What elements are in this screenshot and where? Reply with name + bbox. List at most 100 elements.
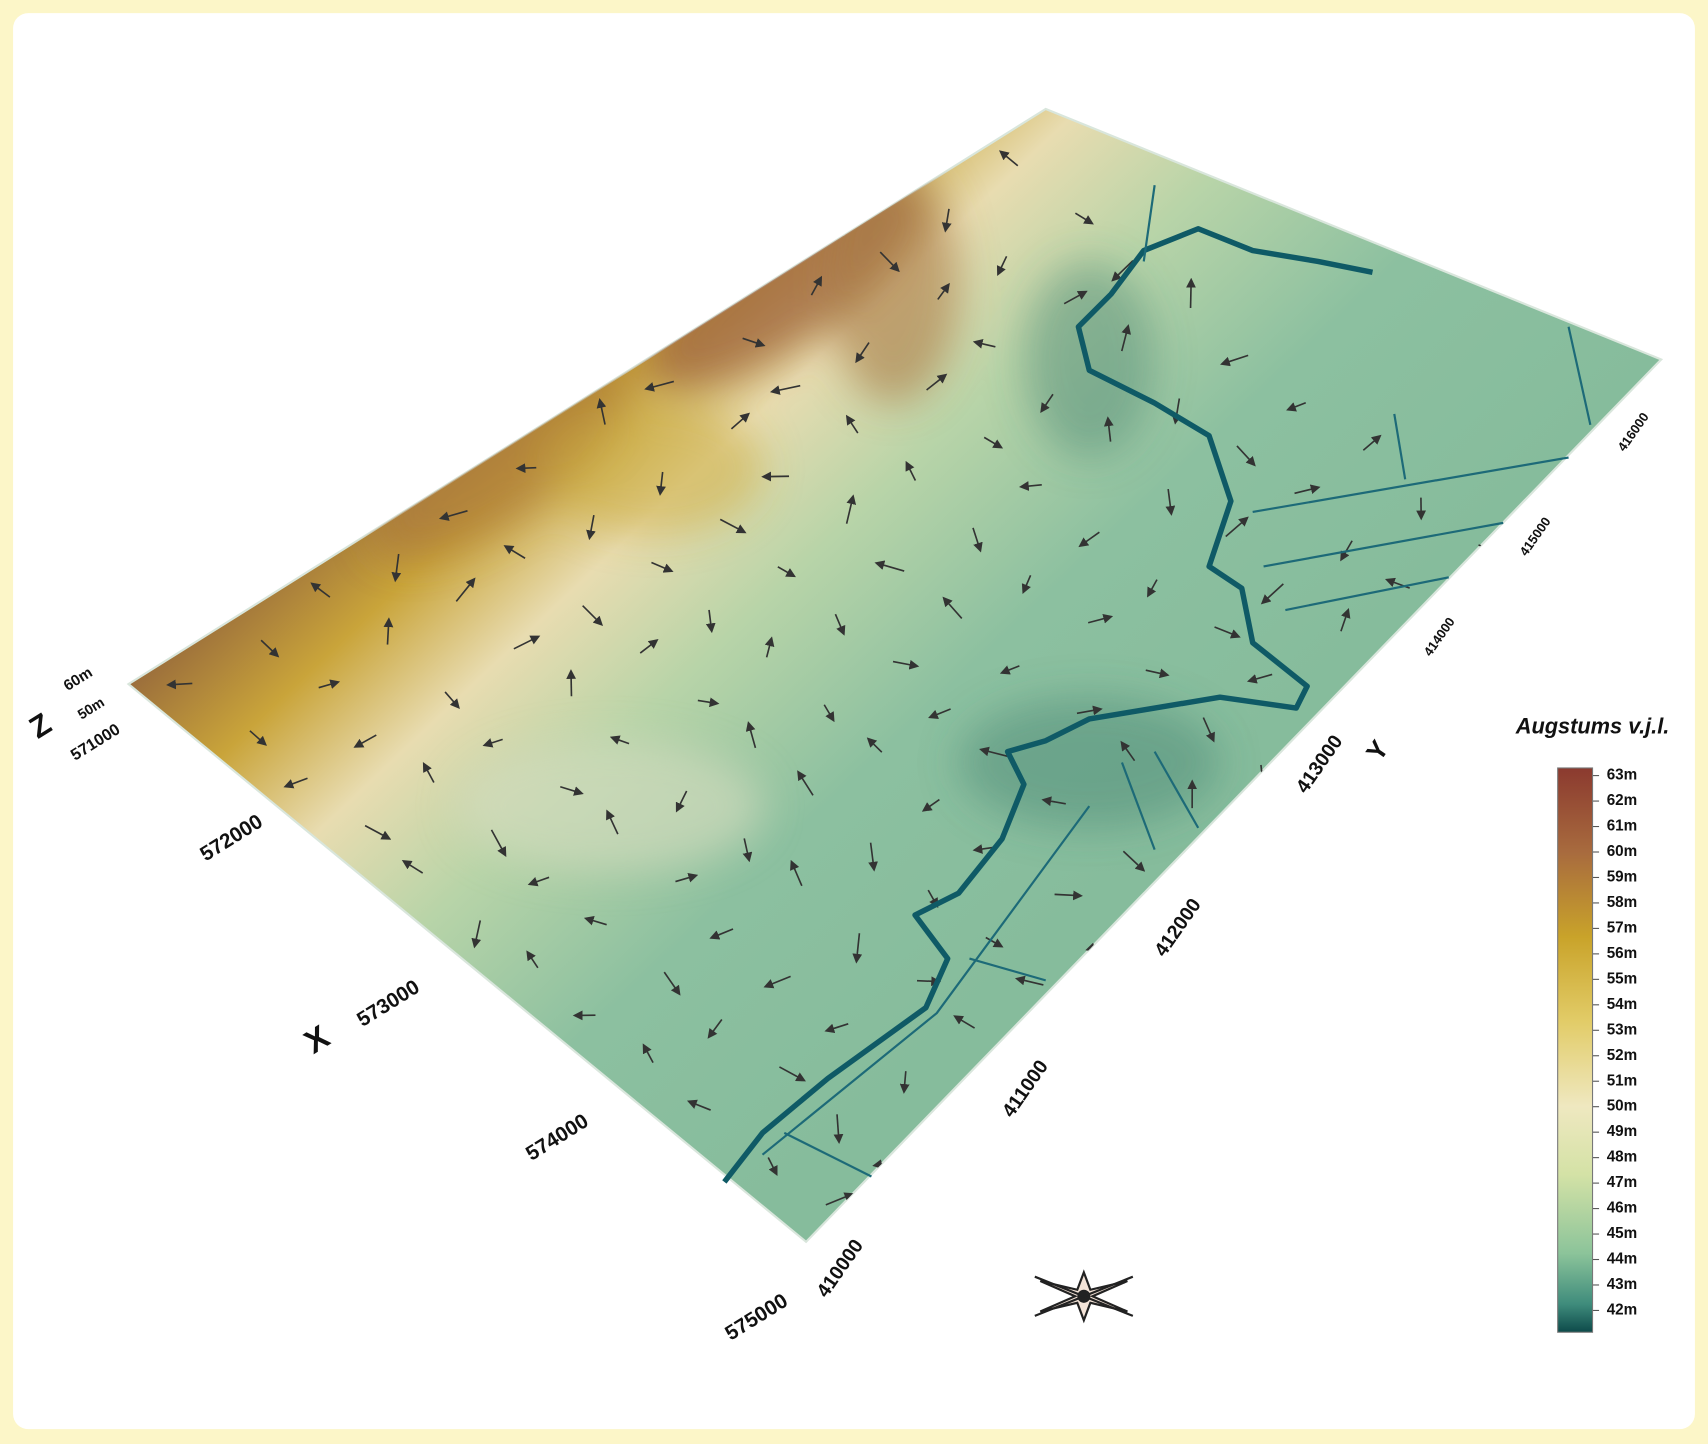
flow-arrow	[686, 1099, 711, 1111]
legend-label: 49m	[1607, 1123, 1638, 1140]
flow-arrow	[972, 527, 983, 553]
flow-arrow	[928, 708, 951, 719]
flow-arrow	[916, 976, 942, 987]
flow-arrow	[1214, 626, 1241, 639]
flow-arrow	[705, 609, 716, 634]
flow-arrow	[892, 659, 920, 670]
flow-arrow	[353, 734, 377, 748]
flow-arrow	[953, 1015, 976, 1029]
flow-arrow	[790, 859, 803, 887]
flow-arrow	[1186, 277, 1196, 308]
flow-arrow	[1225, 516, 1249, 538]
flow-arrow	[1147, 579, 1158, 598]
flow-arrow	[866, 737, 883, 753]
flow-arrow	[656, 471, 666, 496]
legend-label: 44m	[1607, 1251, 1638, 1268]
legend-label: 59m	[1607, 869, 1638, 886]
flow-arrow	[996, 255, 1008, 277]
flow-arrow	[855, 342, 870, 364]
color-bar	[1557, 767, 1594, 1333]
flow-arrow	[1246, 673, 1273, 684]
flow-arrow	[1054, 890, 1083, 901]
flow-arrow	[942, 596, 963, 620]
flow-arrow	[937, 282, 950, 300]
flow-arrow	[941, 208, 952, 233]
flow-arrow	[868, 842, 878, 872]
flow-arrow	[663, 971, 681, 996]
flow-arrow	[1286, 402, 1307, 412]
flow-arrow	[797, 770, 814, 796]
flow-arrow	[166, 679, 193, 690]
flow-arrow	[249, 730, 267, 746]
flow-arrow	[482, 738, 503, 748]
flow-arrow	[560, 785, 584, 796]
legend-label: 58m	[1607, 894, 1638, 911]
flow-arrow	[438, 510, 468, 521]
flow-arrow	[639, 639, 659, 654]
flow-arrow	[401, 859, 424, 874]
legend-label: 54m	[1607, 996, 1638, 1013]
flow-arrow	[769, 384, 801, 395]
flow-arrow	[899, 1071, 910, 1094]
flow-arrow	[1040, 393, 1054, 414]
flow-arrow	[1103, 416, 1114, 442]
legend-label: 45m	[1607, 1225, 1638, 1242]
flow-arrow	[777, 566, 796, 578]
flow-arrow	[730, 412, 750, 430]
flow-arrow	[845, 494, 857, 524]
legend-label: 56m	[1607, 945, 1638, 962]
flow-arrow	[879, 251, 900, 273]
flow-arrow	[926, 373, 948, 391]
legend-label: 52m	[1607, 1047, 1638, 1064]
flow-arrow	[905, 460, 917, 481]
flow-arrow	[824, 1023, 849, 1034]
flow-arrow	[810, 275, 823, 296]
flow-arrow	[767, 1157, 778, 1176]
flow-arrow	[999, 665, 1020, 675]
flow-arrow	[1120, 740, 1136, 762]
legend-label: 47m	[1607, 1174, 1638, 1191]
flow-arrow	[644, 380, 675, 392]
flow-arrow	[1019, 481, 1042, 491]
flow-arrow	[921, 798, 940, 812]
flow-arrow	[709, 928, 734, 940]
flow-arrow	[609, 735, 630, 745]
flow-arrow	[526, 950, 539, 969]
flow-arrow	[490, 829, 507, 857]
flow-arrow	[422, 762, 435, 783]
flow-arrow	[874, 560, 905, 572]
flow-arrow	[1021, 575, 1032, 595]
flow-arrow	[779, 1066, 806, 1082]
flow-arrow	[310, 582, 331, 598]
flow-arrow	[845, 414, 859, 434]
flow-arrow	[582, 605, 604, 627]
flow-arrow	[318, 679, 341, 689]
flow-arrow	[1362, 434, 1382, 451]
flow-arrow	[455, 577, 476, 602]
flow-arrow	[834, 613, 846, 636]
flow-arrow	[719, 518, 747, 534]
flow-arrow	[927, 889, 939, 909]
legend-label: 55m	[1607, 970, 1638, 987]
flow-arrow	[742, 838, 753, 863]
compass	[1034, 1269, 1134, 1324]
legend-label: 57m	[1607, 919, 1638, 936]
flow-arrow	[1340, 607, 1351, 632]
flow-arrow	[1122, 850, 1146, 872]
flow-arrow	[260, 639, 280, 658]
legend-label: 43m	[1607, 1276, 1638, 1293]
flow-arrow	[1087, 613, 1114, 624]
flow-arrow	[471, 920, 482, 949]
flow-arrow	[1260, 583, 1284, 605]
flow-arrow	[745, 721, 757, 749]
flow-arrow	[283, 777, 308, 789]
legend-label: 63m	[1607, 767, 1638, 784]
flow-arrow	[763, 975, 791, 989]
flow-arrow	[825, 1192, 855, 1206]
flow-arrow	[985, 936, 1004, 948]
flow-arrow	[1340, 540, 1353, 562]
flow-arrow	[1041, 796, 1066, 807]
flow-arrow	[527, 876, 550, 887]
flow-arrow	[596, 398, 607, 425]
